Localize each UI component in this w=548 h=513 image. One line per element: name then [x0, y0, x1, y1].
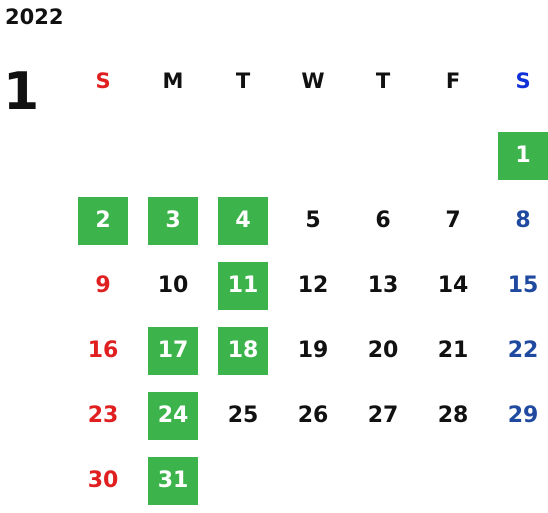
weekday-header: F: [445, 68, 461, 93]
day-number: 16: [87, 338, 119, 363]
empty-day-cell: [418, 123, 488, 188]
day-number: 19: [297, 338, 329, 363]
day-cell[interactable]: 29: [488, 383, 548, 448]
day-number: 15: [507, 273, 539, 298]
day-number: 9: [95, 273, 111, 298]
weekday-header: M: [162, 68, 184, 93]
day-cell[interactable]: 4: [208, 188, 278, 253]
day-cell[interactable]: 1: [488, 123, 548, 188]
day-cell[interactable]: 8: [488, 188, 548, 253]
day-number: 18: [218, 326, 268, 375]
day-number: 27: [367, 403, 399, 428]
weekday-header: T: [235, 68, 251, 93]
weekday-header: S: [515, 68, 531, 93]
day-number: 26: [297, 403, 329, 428]
day-cell[interactable]: 19: [278, 318, 348, 383]
day-number: 1: [498, 131, 548, 180]
day-cell[interactable]: 28: [418, 383, 488, 448]
day-cell[interactable]: 24: [138, 383, 208, 448]
day-cell[interactable]: 25: [208, 383, 278, 448]
day-number: 23: [87, 403, 119, 428]
day-number: 31: [148, 456, 198, 505]
empty-day-cell: [68, 123, 138, 188]
day-number: 28: [437, 403, 469, 428]
day-number: 8: [515, 208, 531, 233]
day-number: 7: [445, 208, 461, 233]
day-number: 4: [218, 196, 268, 245]
day-cell[interactable]: 3: [138, 188, 208, 253]
empty-day-cell: [138, 123, 208, 188]
day-number: 10: [157, 273, 189, 298]
day-cell[interactable]: 30: [68, 448, 138, 513]
calendar-grid: S M T W T F S 1 2 3 4 5 6 7 8 9 10 11 12 13 14 15 16 17 18 19 20 21…: [68, 58, 548, 513]
day-cell[interactable]: 6: [348, 188, 418, 253]
day-cell[interactable]: 10: [138, 253, 208, 318]
month-number: 1: [3, 62, 40, 122]
day-cell[interactable]: 23: [68, 383, 138, 448]
day-cell[interactable]: 12: [278, 253, 348, 318]
day-number: 25: [227, 403, 259, 428]
day-cell[interactable]: 14: [418, 253, 488, 318]
weekday-header: S: [95, 68, 111, 93]
day-number: 17: [148, 326, 198, 375]
day-number: 2: [78, 196, 128, 245]
day-number: 21: [437, 338, 469, 363]
day-number: 6: [375, 208, 391, 233]
day-cell[interactable]: 22: [488, 318, 548, 383]
day-cell[interactable]: 7: [418, 188, 488, 253]
day-number: 11: [218, 261, 268, 310]
day-number: 29: [507, 403, 539, 428]
day-number: 5: [305, 208, 321, 233]
day-cell[interactable]: 26: [278, 383, 348, 448]
day-cell[interactable]: 18: [208, 318, 278, 383]
day-number: 12: [297, 273, 329, 298]
day-cell[interactable]: 31: [138, 448, 208, 513]
day-number: 13: [367, 273, 399, 298]
day-cell[interactable]: 20: [348, 318, 418, 383]
day-cell[interactable]: 2: [68, 188, 138, 253]
day-cell[interactable]: 27: [348, 383, 418, 448]
day-cell[interactable]: 15: [488, 253, 548, 318]
day-cell[interactable]: 21: [418, 318, 488, 383]
day-number: 24: [148, 391, 198, 440]
day-number: 14: [437, 273, 469, 298]
weekday-header: T: [375, 68, 391, 93]
day-number: 20: [367, 338, 399, 363]
day-cell[interactable]: 13: [348, 253, 418, 318]
empty-day-cell: [278, 123, 348, 188]
day-number: 30: [87, 468, 119, 493]
empty-day-cell: [348, 123, 418, 188]
day-number: 3: [148, 196, 198, 245]
weekday-header: W: [301, 68, 325, 93]
day-number: 22: [507, 338, 539, 363]
day-cell[interactable]: 16: [68, 318, 138, 383]
day-cell[interactable]: 11: [208, 253, 278, 318]
day-cell[interactable]: 17: [138, 318, 208, 383]
year-label: 2022: [5, 5, 64, 29]
day-cell[interactable]: 5: [278, 188, 348, 253]
day-cell[interactable]: 9: [68, 253, 138, 318]
empty-day-cell: [208, 123, 278, 188]
